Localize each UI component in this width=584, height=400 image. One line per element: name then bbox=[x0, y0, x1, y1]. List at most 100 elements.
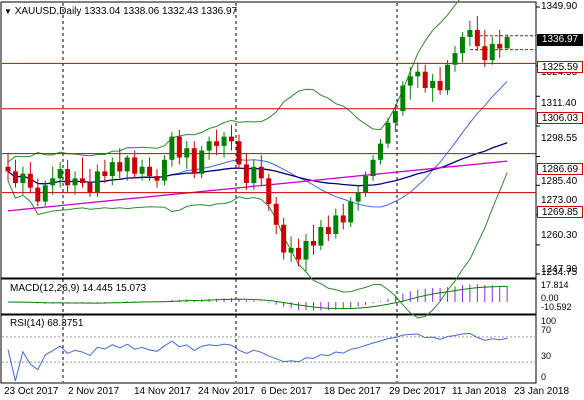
price-scale-label: 1285.40 bbox=[541, 176, 578, 187]
macd-label: MACD(12,26,9) 14.445 15.073 bbox=[10, 283, 147, 294]
candle-body bbox=[12, 171, 18, 183]
date-label: 18 Dec 2017 bbox=[324, 386, 381, 397]
candle-body bbox=[109, 162, 115, 177]
rsi-scale-label: 100 bbox=[541, 316, 557, 326]
date-label: 2 Nov 2017 bbox=[68, 386, 120, 397]
macd-scale-label: -10.592 bbox=[541, 302, 572, 312]
main-panel-border bbox=[0, 1, 537, 279]
ma-slow-line bbox=[7, 160, 508, 212]
candle-body bbox=[497, 43, 503, 49]
candle-body bbox=[72, 178, 78, 186]
candle-body bbox=[452, 53, 458, 65]
rsi-label: RSI(14) 68.3751 bbox=[10, 318, 84, 329]
candle-body bbox=[400, 85, 406, 112]
candle-body bbox=[94, 171, 100, 193]
candle-body bbox=[87, 182, 93, 193]
candle-body bbox=[42, 185, 48, 202]
date-label: 23 Jan 2018 bbox=[514, 386, 570, 397]
level-tag[interactable]: 1286.69 bbox=[537, 163, 583, 175]
candle-body bbox=[266, 178, 272, 204]
candle-body bbox=[273, 203, 279, 225]
date-label: 24 Nov 2017 bbox=[198, 386, 255, 397]
candle-body bbox=[340, 215, 346, 223]
candle-body bbox=[370, 159, 376, 177]
last-price-tag: 1336.97 bbox=[537, 34, 583, 46]
date-label: 14 Nov 2017 bbox=[134, 386, 191, 397]
candle-body bbox=[310, 240, 316, 246]
candle-body bbox=[229, 136, 234, 142]
candle-body bbox=[392, 111, 398, 123]
candle-body bbox=[422, 71, 428, 88]
candle-body bbox=[258, 166, 264, 179]
bollinger-lower-line bbox=[7, 172, 508, 319]
macd-scale-label: 17.814 bbox=[541, 280, 569, 290]
candle-body bbox=[65, 169, 71, 186]
symbol-timeframe: XAUUSD,Daily bbox=[14, 6, 82, 17]
candle-body bbox=[281, 224, 287, 253]
candle-body bbox=[139, 166, 145, 174]
candle-body bbox=[221, 136, 227, 146]
candle-body bbox=[385, 122, 391, 144]
candle-body bbox=[504, 36, 510, 49]
moving-averages bbox=[7, 80, 508, 212]
candle-body bbox=[318, 227, 324, 246]
candle-body bbox=[489, 43, 495, 61]
candle-body bbox=[474, 29, 480, 47]
candle-body bbox=[303, 240, 309, 260]
rsi-scale-label: 70 bbox=[541, 325, 552, 335]
bollinger-bands bbox=[7, 0, 508, 319]
price-scale-label: 1349.90 bbox=[541, 1, 578, 12]
candle-body bbox=[35, 187, 41, 202]
candle-body bbox=[169, 136, 175, 160]
candle-body bbox=[363, 176, 369, 193]
rsi-indicator bbox=[2, 332, 536, 382]
candle-body bbox=[482, 46, 488, 61]
candle-body bbox=[355, 192, 361, 202]
candle-body bbox=[325, 227, 331, 235]
candle-body bbox=[147, 166, 153, 177]
candle-body bbox=[407, 76, 413, 86]
candle-body bbox=[415, 71, 421, 77]
candle-body bbox=[206, 141, 212, 151]
candle-body bbox=[333, 215, 339, 235]
price-scale-label: 1247.30 bbox=[541, 264, 578, 275]
ma-mid-line bbox=[7, 142, 508, 187]
candle-body bbox=[20, 173, 26, 183]
candle-body bbox=[445, 64, 451, 91]
candle-body bbox=[348, 201, 354, 223]
candle-body bbox=[214, 141, 220, 146]
triangle-down-icon[interactable]: ▼ bbox=[4, 7, 12, 16]
candle-body bbox=[124, 157, 130, 172]
candle-body bbox=[243, 164, 249, 183]
price-scale-label: 1260.30 bbox=[541, 230, 578, 241]
candle-body bbox=[5, 166, 11, 172]
candle-body bbox=[236, 141, 242, 165]
candle-body bbox=[176, 136, 182, 158]
level-tag[interactable]: 1306.03 bbox=[537, 112, 583, 124]
candle-body bbox=[57, 169, 63, 179]
candle-body bbox=[80, 178, 85, 183]
date-label: 6 Dec 2017 bbox=[261, 386, 313, 397]
date-label: 23 Oct 2017 bbox=[4, 386, 59, 397]
candle-body bbox=[378, 143, 383, 160]
candle-body bbox=[296, 247, 302, 260]
candle-body bbox=[161, 159, 167, 181]
rsi-panel-border bbox=[0, 314, 537, 384]
candle-body bbox=[199, 150, 205, 174]
candle-body bbox=[459, 36, 465, 54]
level-tag[interactable]: 1269.85 bbox=[537, 206, 583, 218]
rsi-line bbox=[7, 332, 508, 382]
candle-body bbox=[288, 247, 294, 253]
candle-body bbox=[437, 80, 443, 91]
candle-body bbox=[430, 80, 436, 88]
candle-body bbox=[27, 173, 33, 188]
candle-body bbox=[184, 148, 190, 158]
level-tag[interactable]: 1325.59 bbox=[537, 61, 583, 73]
candle-body bbox=[467, 29, 473, 37]
chart-header: ▼ XAUUSD,Daily 1333.04 1338.06 1332.43 1… bbox=[4, 6, 237, 17]
date-label: 11 Jan 2018 bbox=[452, 386, 507, 397]
candle-body bbox=[132, 157, 138, 174]
date-label: 29 Dec 2017 bbox=[389, 386, 446, 397]
macd-signal-line bbox=[7, 285, 508, 310]
